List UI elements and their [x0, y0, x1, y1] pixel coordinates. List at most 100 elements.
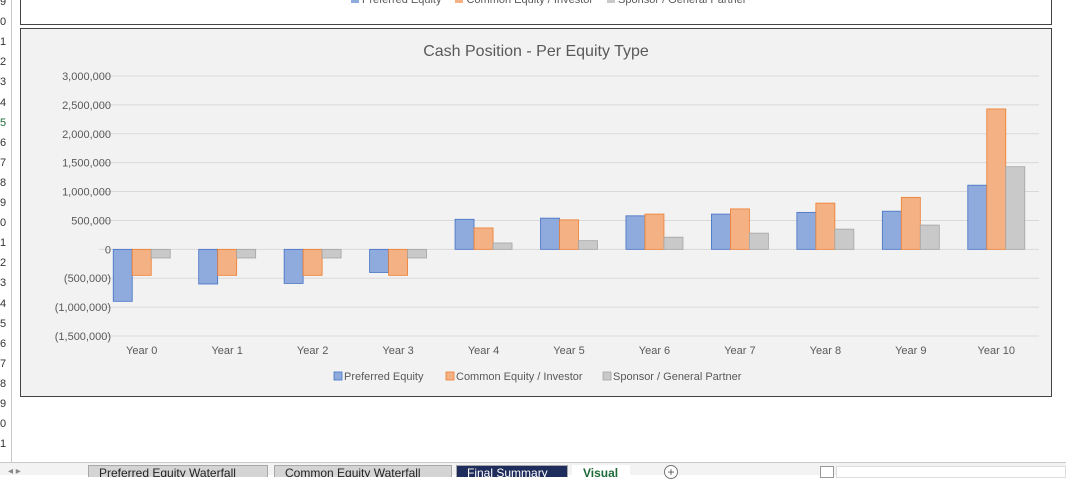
bar: [625, 215, 646, 250]
bar: [663, 236, 684, 250]
legend-swatch: [602, 371, 612, 381]
row-number[interactable]: 7: [0, 156, 7, 169]
row-number[interactable]: 3: [0, 277, 7, 290]
top-legend-swatch: [607, 0, 616, 3]
bar: [198, 248, 219, 285]
x-tick-label: Year 1: [211, 345, 242, 357]
bar: [749, 232, 769, 250]
bar: [407, 248, 427, 259]
row-number[interactable]: 2: [0, 56, 7, 69]
bar: [369, 248, 389, 273]
bar: [967, 184, 988, 250]
y-tick-label: 500,000: [71, 215, 111, 227]
row-number[interactable]: 6: [0, 136, 7, 149]
sheet-tab-bar: ◂ ▸ Preferred Equity Waterfall Common Eq…: [0, 462, 1066, 479]
bar: [730, 208, 750, 250]
y-tick-label: (1,000,000): [55, 302, 111, 314]
legend-swatch: [445, 371, 455, 381]
chart-title: Cash Position - Per Equity Type: [423, 43, 649, 60]
add-sheet-icon[interactable]: +: [664, 465, 678, 479]
tab-final-summary[interactable]: Final Summary: [456, 465, 568, 477]
x-tick-label: Year 8: [810, 345, 841, 357]
row-number[interactable]: 3: [0, 76, 7, 89]
bar: [815, 202, 836, 250]
x-tick-label: Year 4: [468, 345, 499, 357]
bar: [217, 248, 238, 276]
x-tick-label: Year 10: [978, 345, 1016, 357]
legend-label: Sponsor / General Partner: [613, 371, 742, 383]
bar: [302, 248, 323, 276]
top-chart-partial[interactable]: Preferred Equity Common Equity / Investor…: [20, 0, 1052, 25]
y-tick-label: 3,000,000: [62, 71, 111, 83]
row-number[interactable]: 1: [0, 438, 7, 451]
y-tick-label: 1,500,000: [62, 158, 111, 170]
legend-label: Preferred Equity: [344, 371, 424, 383]
bar: [454, 218, 475, 250]
bar: [986, 108, 1007, 250]
top-legend-swatch: [455, 0, 464, 3]
bar: [559, 219, 579, 250]
y-tick-label: 0: [105, 244, 111, 256]
row-number[interactable]: 8: [0, 176, 7, 189]
top-legend-label: Preferred Equity: [362, 0, 442, 6]
row-number[interactable]: 5: [0, 317, 7, 330]
row-number[interactable]: 6: [0, 337, 7, 350]
cash-position-chart: Cash Position - Per Equity Type 3,000,000…: [55, 43, 1039, 383]
y-tick-label: 2,500,000: [62, 100, 111, 112]
bar: [900, 196, 921, 250]
row-number[interactable]: 2: [0, 257, 7, 270]
top-legend-label: Common Equity / Investor: [466, 0, 594, 6]
y-tick-label: (500,000): [64, 273, 111, 285]
x-tick-label: Year 5: [553, 345, 584, 357]
bar: [112, 248, 133, 302]
bar: [578, 240, 598, 250]
top-legend-swatch: [351, 0, 359, 3]
x-tick-label: Year 3: [382, 345, 413, 357]
bar: [1005, 166, 1026, 250]
x-tick-label: Year 7: [724, 345, 755, 357]
row-number[interactable]: 0: [0, 217, 7, 230]
bar: [711, 213, 731, 250]
row-number[interactable]: 9: [0, 197, 7, 209]
bar: [150, 248, 171, 259]
row-number[interactable]: 9: [0, 0, 7, 8]
bar: [919, 224, 940, 250]
y-tick-label: (1,500,000): [55, 331, 111, 343]
bar: [131, 248, 152, 276]
x-tick-label: Year 2: [297, 345, 328, 357]
bar: [540, 217, 560, 250]
tab-visual[interactable]: Visual: [572, 465, 630, 477]
y-tick-label: 2,000,000: [62, 129, 111, 141]
bar: [283, 248, 304, 284]
row-number[interactable]: 1: [0, 36, 7, 49]
row-number[interactable]: 9: [0, 398, 7, 410]
bar: [321, 248, 342, 259]
sheet-nav-arrows-icon[interactable]: ◂ ▸: [8, 466, 21, 477]
row-number[interactable]: 1: [0, 237, 7, 250]
chart-area[interactable]: Cash Position - Per Equity Type 3,000,000…: [20, 28, 1052, 397]
x-tick-label: Year 9: [895, 345, 926, 357]
bar: [388, 248, 408, 276]
bar: [881, 210, 902, 250]
tab-preferred-equity-waterfall[interactable]: Preferred Equity Waterfall: [88, 465, 268, 477]
horizontal-scrollbar[interactable]: [836, 466, 1066, 478]
row-number[interactable]: 0: [0, 16, 7, 29]
legend-swatch: [333, 371, 343, 381]
y-tick-label: 1,000,000: [62, 187, 111, 199]
row-number[interactable]: 4: [0, 297, 7, 310]
top-chart-legend: Preferred Equity Common Equity / Investor…: [351, 0, 746, 6]
row-number[interactable]: 7: [0, 357, 7, 370]
x-tick-label: Year 0: [126, 345, 157, 357]
tab-common-equity-waterfall[interactable]: Common Equity Waterfall: [274, 465, 452, 477]
row-number[interactable]: 8: [0, 377, 7, 390]
top-legend-label: Sponsor / General Partner: [618, 0, 747, 6]
bar: [473, 227, 494, 250]
bar: [492, 242, 513, 250]
row-number[interactable]: 5: [0, 116, 7, 129]
scroll-handle[interactable]: [820, 466, 834, 478]
bar: [796, 211, 817, 250]
bar: [834, 228, 855, 250]
row-number[interactable]: 0: [0, 418, 7, 431]
row-headers: 9 0 1 2 3 4 5 6 7 8 9 0 1 2 3 4 5 6 7 8 9 0 1: [0, 0, 12, 474]
row-number[interactable]: 4: [0, 96, 7, 109]
